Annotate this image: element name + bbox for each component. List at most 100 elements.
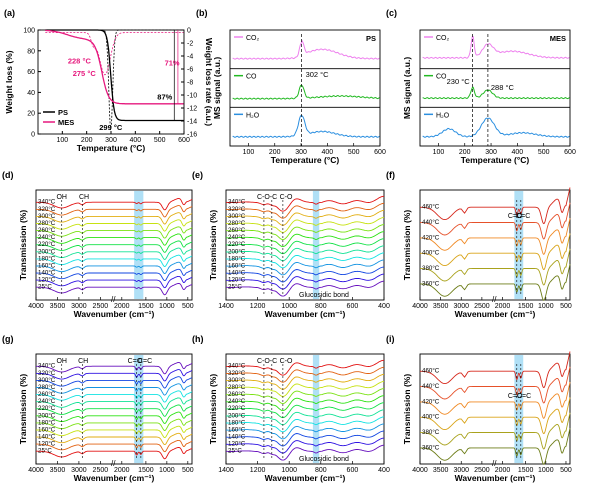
- y2-tick-label: -14: [187, 119, 197, 126]
- x-tick-label: 2000: [495, 303, 511, 310]
- y-axis-label: Transmission (%): [402, 210, 412, 281]
- axis-break: //: [492, 295, 497, 304]
- series-line: [420, 202, 571, 240]
- y-axis-label: Weight loss (%): [4, 50, 14, 113]
- annotation: 230 °C: [447, 77, 471, 86]
- annotation: 87%: [157, 93, 172, 102]
- series-line: [225, 252, 385, 269]
- x-tick-label: 400: [378, 303, 390, 310]
- series-label: 440°C: [422, 219, 440, 226]
- legend-label: CO: [246, 74, 257, 81]
- x-tick-label: 1500: [518, 303, 534, 310]
- panel-e: (e) 1400 1200 1000 800 600 400 Wavenumber (cm⁻¹…: [192, 170, 390, 319]
- x-tick-label: 100: [243, 149, 255, 156]
- panel-g: (g) 4000 3500 3000 2500 2000 1500 1000 500 Wavenu…: [2, 334, 194, 483]
- legend-label: CO₂: [436, 35, 450, 42]
- panel-tag-label: PS: [366, 34, 376, 43]
- y-tick-label: 80: [27, 48, 35, 55]
- highlight-band: [312, 355, 320, 463]
- series-line: [225, 416, 385, 433]
- series-line: [225, 430, 385, 447]
- series-label: 220°C: [228, 241, 246, 248]
- x-tick-label: 1400: [218, 303, 234, 310]
- panel-tag-label: MES: [550, 34, 566, 43]
- series-line: [225, 195, 385, 212]
- series-label: 340°C: [228, 363, 246, 370]
- series-label: 25°C: [38, 448, 52, 455]
- panel-b: (b) 100 200 300 400 500 600 Temperature (°C) MS …: [196, 8, 386, 165]
- series-line: [225, 224, 385, 240]
- annotation: 299 °C: [99, 123, 123, 132]
- series-line: [36, 425, 193, 438]
- series-line: [225, 437, 385, 454]
- x-tick-label: 200: [269, 149, 281, 156]
- series-line: [420, 248, 571, 286]
- annotation: C=C: [138, 358, 152, 365]
- series-line: [36, 447, 193, 460]
- series-label: 220°C: [38, 241, 56, 248]
- x-tick-label: 1000: [159, 467, 175, 474]
- y2-tick-label: -10: [187, 93, 197, 100]
- series-label: 200°C: [38, 412, 56, 419]
- series-line: [420, 366, 571, 404]
- series-line: [225, 402, 385, 419]
- y-tick-label: 100: [23, 28, 35, 35]
- panel-d: (d) 4000 3500 3000 2500 2000 1500 1000 500 Wavenu…: [2, 170, 194, 319]
- y2-tick-label: -12: [187, 106, 197, 113]
- series-line: [36, 418, 193, 431]
- x-tick-label: 2000: [495, 467, 511, 474]
- x-tick-label: 200: [459, 149, 471, 156]
- series-line: [225, 245, 385, 262]
- series-label: 360°C: [422, 444, 440, 451]
- y-axis-label: Transmission (%): [402, 374, 412, 445]
- series-line: [36, 397, 193, 410]
- x-axis-label: Wavenumber (cm⁻¹): [265, 473, 346, 483]
- x-tick-label: 800: [315, 467, 327, 474]
- series-label: 25°C: [228, 448, 242, 455]
- x-tick-label: 3000: [453, 467, 469, 474]
- x-tick-label: 4000: [412, 303, 428, 310]
- x-tick-label: 100: [56, 137, 68, 144]
- series-line: [422, 35, 570, 59]
- series-line: [225, 273, 385, 290]
- x-tick-label: 2000: [114, 467, 130, 474]
- series-line: [35, 432, 193, 446]
- panel-i: (i) 4000 3500 3000 2500 2000 1500 1000 500 Wavenu…: [386, 334, 572, 483]
- series-label: 120°C: [38, 277, 56, 284]
- annotation: 71%: [165, 58, 180, 67]
- series-label: 140°C: [38, 434, 56, 441]
- x-axis-label: Wavenumber (cm⁻¹): [74, 473, 155, 483]
- series-line: [36, 411, 193, 424]
- series-label: 200°C: [228, 412, 246, 419]
- x-tick-label: 1000: [159, 303, 175, 310]
- x-tick-label: 1400: [218, 467, 234, 474]
- series-line: [225, 209, 385, 226]
- panel-h: (h) 1400 1200 1000 800 600 400 Wavenumber (cm⁻¹…: [192, 334, 390, 483]
- highlight-band: [514, 191, 524, 299]
- y2-tick-label: -2: [187, 41, 193, 48]
- panel-f: (f) 4000 3500 3000 2500 2000 1500 1000 500 Wavenu…: [386, 170, 572, 319]
- plot-frame: [419, 353, 571, 465]
- x-tick-label: 1500: [138, 467, 154, 474]
- x-tick-label: 300: [105, 137, 117, 144]
- x-tick-label: 3500: [433, 303, 449, 310]
- x-tick-label: 3000: [453, 303, 469, 310]
- series-line: [45, 29, 184, 122]
- x-tick-label: 4000: [28, 303, 44, 310]
- series-line: [225, 373, 385, 390]
- panel-a: (a) 100 200 300 400 500 600 0 20 40 60 80 100 0 -2 -4 -6…: [4, 8, 214, 153]
- series-label: 240°C: [228, 234, 246, 241]
- x-tick-label: 2500: [474, 467, 490, 474]
- series-label: 320°C: [228, 370, 246, 377]
- annotation: Glucosidic bond: [299, 456, 349, 463]
- series-label: 320°C: [228, 206, 246, 213]
- series-line: [226, 380, 385, 397]
- y-tick-label: 40: [27, 90, 35, 97]
- series-line: [225, 423, 385, 440]
- x-axis-label: Wavenumber (cm⁻¹): [455, 473, 536, 483]
- series-label: 280°C: [228, 384, 246, 391]
- series-label: 300°C: [228, 377, 246, 384]
- series-label: 240°C: [38, 234, 56, 241]
- series-line: [36, 362, 193, 375]
- series-label: 120°C: [228, 277, 246, 284]
